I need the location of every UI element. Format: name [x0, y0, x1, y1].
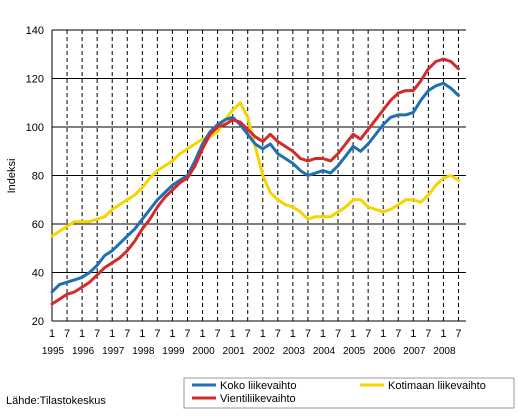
x-month-label: 7 [305, 328, 311, 340]
x-month-label: 7 [365, 328, 371, 340]
series-line-koko-liikevaihto [50, 81, 460, 294]
y-tick-label: 80 [32, 171, 44, 183]
x-month-label: 7 [275, 328, 281, 340]
x-year-label: 2007 [403, 346, 426, 357]
x-month-label: 1 [380, 328, 386, 340]
legend-label: Koko liikevaihto [220, 380, 296, 392]
legend: Koko liikevaihto Kotimaan liikevaihto Vien… [183, 377, 515, 409]
series-lines [50, 57, 460, 306]
x-year-label: 2005 [343, 346, 366, 357]
x-year-label: 2001 [223, 346, 246, 357]
x-month-label: 7 [124, 328, 130, 340]
x-month-label: 7 [245, 328, 251, 340]
x-month-label: 1 [49, 328, 55, 340]
series-line-kotimaan-liikevaihto [50, 101, 460, 238]
x-month-label: 7 [94, 328, 100, 340]
x-year-label: 2004 [313, 346, 336, 357]
x-month-label: 7 [184, 328, 190, 340]
x-month-label: 7 [455, 328, 461, 340]
x-month-label: 1 [79, 328, 85, 340]
x-month-label: 1 [320, 328, 326, 340]
x-month-label: 1 [260, 328, 266, 340]
x-year-label: 2000 [192, 346, 215, 357]
x-year-label: 1997 [102, 346, 125, 357]
source-note: Lähde:Tilastokeskus [6, 395, 106, 407]
y-tick-label: 140 [26, 25, 44, 37]
y-axis: 20 40 60 80 100 120 140 [26, 25, 53, 328]
x-year-label: 2006 [373, 346, 396, 357]
y-tick-label: 60 [32, 219, 44, 231]
y-tick-label: 20 [32, 316, 44, 328]
x-year-label: 2002 [253, 346, 276, 357]
x-month-label: 1 [290, 328, 296, 340]
x-month-label: 1 [440, 328, 446, 340]
x-month-label: 7 [395, 328, 401, 340]
legend-label: Vientiliikevaihto [220, 393, 296, 405]
x-month-label: 1 [139, 328, 145, 340]
x-month-label: 7 [215, 328, 221, 340]
x-month-label: 7 [154, 328, 160, 340]
y-tick-label: 100 [26, 122, 44, 134]
x-year-label: 2008 [433, 346, 456, 357]
x-year-label: 1995 [42, 346, 65, 357]
x-month-label: 1 [230, 328, 236, 340]
x-year-label: 1998 [132, 346, 155, 357]
x-year-label: 1996 [72, 346, 95, 357]
legend-label: Kotimaan liikevaihto [388, 380, 486, 392]
series-line-vientiliikevaihto [50, 57, 460, 306]
x-month-label: 1 [109, 328, 115, 340]
y-tick-label: 120 [26, 74, 44, 86]
legend-box [183, 377, 515, 409]
x-month-label: 1 [199, 328, 205, 340]
x-month-label: 7 [425, 328, 431, 340]
chart-grid [52, 29, 466, 322]
y-tick-label: 40 [32, 268, 44, 280]
x-year-label: 2003 [283, 346, 306, 357]
x-year-label: 1999 [162, 346, 185, 357]
x-month-label: 7 [335, 328, 341, 340]
x-month-label: 1 [169, 328, 175, 340]
x-month-label: 7 [64, 328, 70, 340]
x-month-label: 1 [350, 328, 356, 340]
y-axis-label: Indeksi [6, 159, 18, 194]
x-month-label: 1 [410, 328, 416, 340]
